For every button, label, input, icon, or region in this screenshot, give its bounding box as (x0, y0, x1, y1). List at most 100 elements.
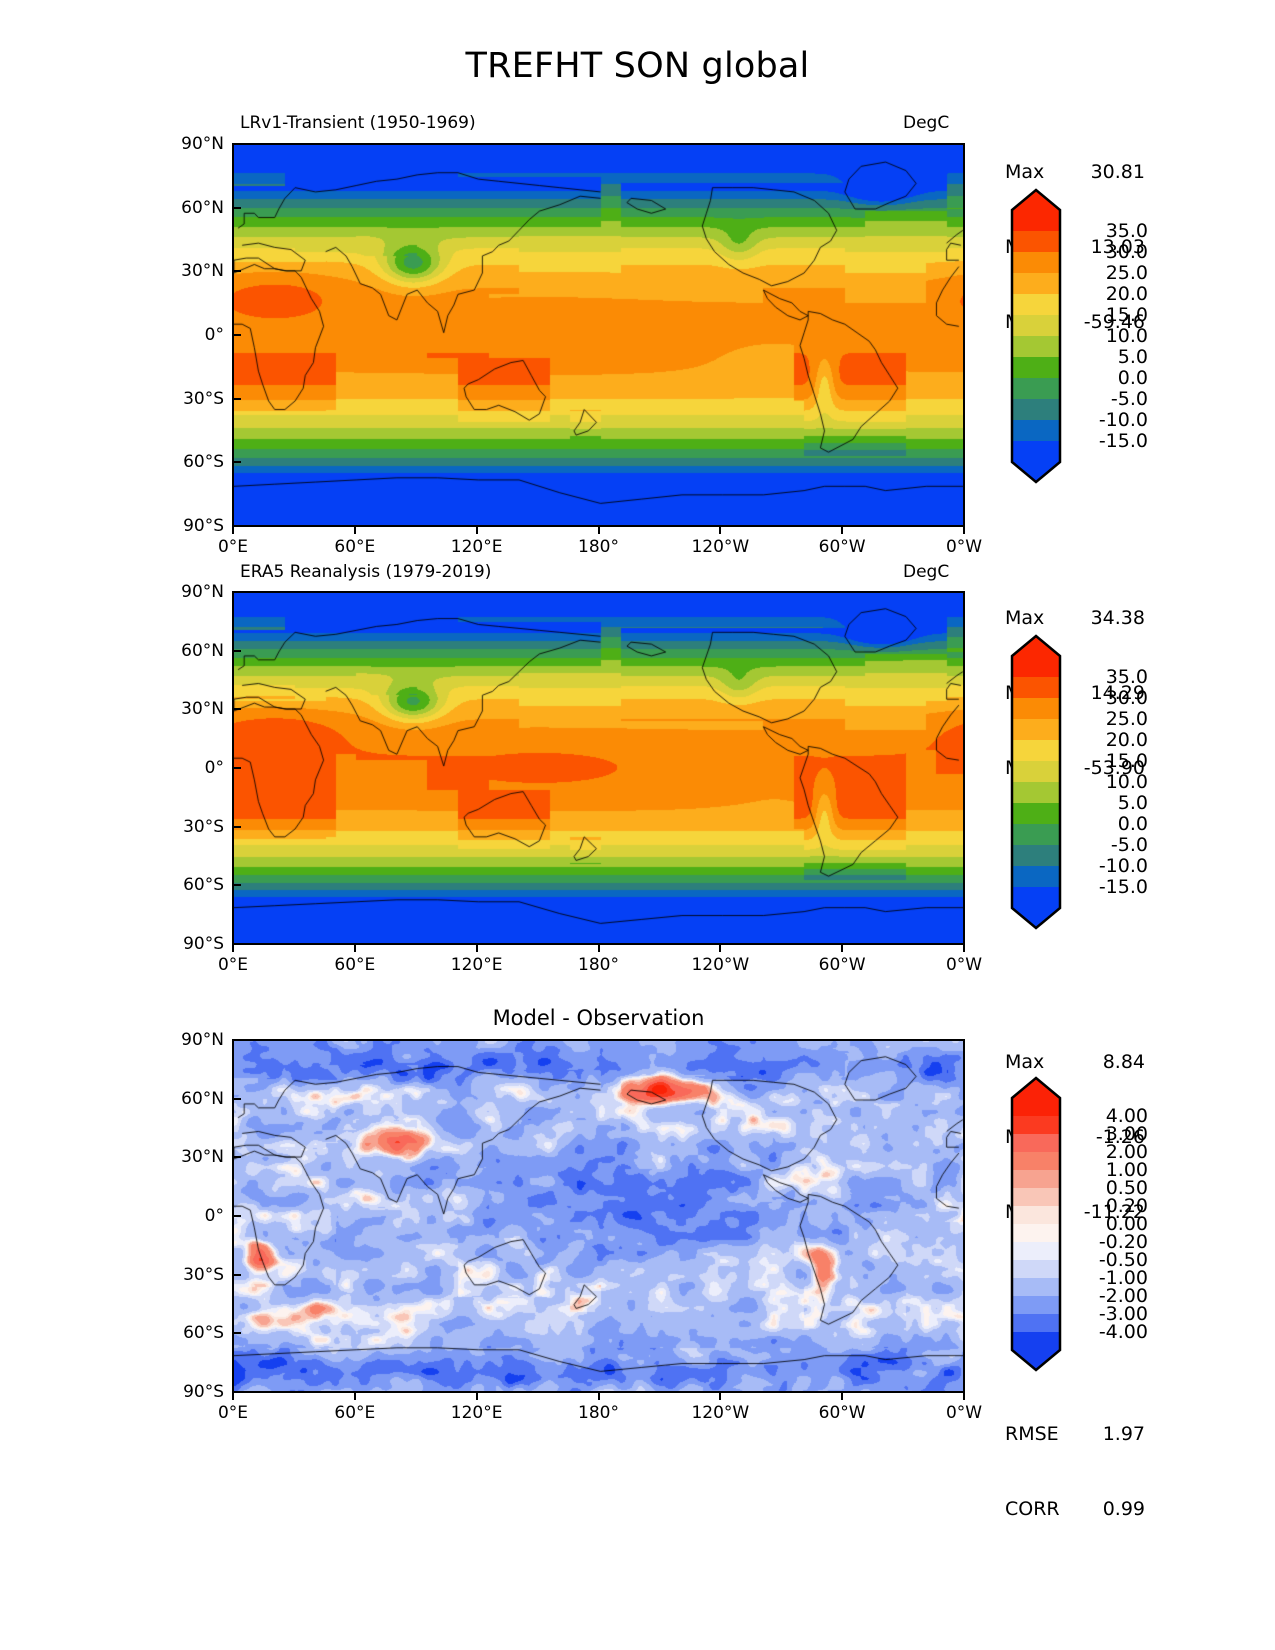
colorbar-outline (1010, 634, 1062, 930)
colorbar-band (1012, 1314, 1060, 1332)
x-tick (353, 525, 356, 534)
colorbar-band (1012, 887, 1060, 928)
colorbar-band (1012, 1078, 1060, 1116)
colorbar-swatches (1010, 634, 1062, 930)
x-tick (719, 525, 722, 534)
colorbar-tick-label: 5.0 (1117, 346, 1148, 368)
x-tick-label: 0°E (217, 955, 249, 975)
colorbar-tick-label: 35.0 (1105, 220, 1148, 242)
colorbar-band (1012, 866, 1060, 887)
y-tick (233, 461, 241, 464)
x-tick-label: 120°E (450, 1403, 503, 1423)
stat-key: RMSE (1005, 1423, 1059, 1445)
colorbar-tick-label: 0.0 (1117, 367, 1148, 389)
colorbar-band (1012, 231, 1060, 252)
colorbar-model: 35.0 30.0 25.0 20.0 15.0 10.0 5.0 0.0 -5.0 -10.0-… (1010, 188, 1148, 484)
y-tick (233, 591, 241, 593)
colorbar-band (1012, 698, 1060, 719)
colorbar-band (1012, 1278, 1060, 1296)
colorbar-outline (1010, 188, 1062, 484)
y-tick-label: 0° (204, 325, 224, 345)
y-tick-label: 30°N (181, 261, 224, 282)
colorbar-band (1012, 677, 1060, 698)
y-tick (233, 1215, 241, 1217)
stat-value: -11.22 (1083, 1201, 1145, 1223)
panel-units-model: DegC (903, 113, 950, 133)
stat-value: -59.46 (1083, 311, 1145, 333)
colorbar-tick-label: 0.50 (1105, 1177, 1148, 1199)
y-tick (233, 1273, 241, 1276)
y-tick-label: 60°N (181, 1088, 224, 1109)
colorbar-band (1012, 1116, 1060, 1134)
y-tick (233, 767, 241, 769)
colorbar-band (1012, 190, 1060, 231)
colorbar-tick-label: 30.0 (1105, 241, 1148, 263)
x-tick-label: 120°W (691, 955, 750, 975)
stat-value: -1.26 (1095, 1126, 1145, 1148)
x-tick (475, 943, 478, 952)
y-tick (233, 206, 241, 209)
colorbar-tick-label: 0.20 (1105, 1195, 1148, 1217)
x-tick (719, 943, 722, 952)
stat-value: 30.81 (1090, 161, 1145, 183)
x-tick (963, 525, 965, 534)
x-tick-label: 180° (578, 537, 619, 557)
y-tick (233, 1332, 241, 1335)
colorbar-band (1012, 761, 1060, 782)
y-tick-label: 60°S (183, 875, 224, 896)
y-tick-label: 0° (204, 1206, 224, 1226)
colorbar-tick-label: 20.0 (1105, 283, 1148, 305)
map-raster-diff (234, 1041, 963, 1391)
map-canvas-diff (232, 1039, 965, 1393)
x-tick-label: 120°W (691, 1403, 750, 1423)
colorbar-tick-label: 10.0 (1105, 325, 1148, 347)
x-tick-label: 0°W (945, 537, 983, 557)
y-tick (233, 270, 241, 273)
colorbar-band (1012, 1242, 1060, 1260)
x-tick (963, 1391, 965, 1400)
colorbar-band (1012, 1260, 1060, 1278)
x-tick (963, 943, 965, 952)
x-tick-label: 0°W (945, 1403, 983, 1423)
map-canvas-model (232, 143, 965, 527)
y-tick (233, 708, 241, 711)
x-tick (841, 1391, 844, 1400)
colorbar-tick-label: -0.20 (1098, 1231, 1148, 1253)
colorbar-band (1012, 1134, 1060, 1152)
colorbar-tick-label: 0.00 (1105, 1213, 1148, 1235)
y-tick (233, 143, 241, 145)
stat-key: Max (1005, 1051, 1045, 1073)
x-tick (719, 1391, 722, 1400)
panel-title-model: LRv1-Transient (1950-1969) (240, 113, 476, 133)
x-tick-label: 60°E (334, 955, 376, 975)
colorbar-obs: 35.0 30.0 25.0 20.0 15.0 10.0 5.0 0.0 -5.0 -10.0-… (1010, 634, 1148, 930)
x-tick-label: 120°W (691, 537, 750, 557)
colorbar-band (1012, 1332, 1060, 1370)
colorbar-band (1012, 441, 1060, 482)
colorbar-band (1012, 740, 1060, 761)
stat-key: CORR (1005, 1498, 1060, 1520)
colorbar-band (1012, 1170, 1060, 1188)
y-tick-label: 90°N (181, 582, 224, 602)
stat-key: Max (1005, 161, 1045, 183)
colorbar-tick-label: -4.00 (1098, 1321, 1148, 1343)
colorbar-band (1012, 1206, 1060, 1224)
colorbar-band (1012, 845, 1060, 866)
colorbar-tick-label: 1.00 (1105, 1159, 1148, 1181)
stat-value: 13.03 (1090, 236, 1145, 258)
page-title: TREFHT SON global (465, 46, 810, 86)
colorbar-band (1012, 824, 1060, 845)
y-tick (233, 943, 241, 945)
y-tick (233, 649, 241, 652)
colorbar-tick-label: -2.00 (1098, 1285, 1148, 1307)
x-tick (597, 525, 600, 534)
colorbar-swatches (1010, 188, 1062, 484)
y-tick-label: 30°S (183, 1264, 224, 1285)
colorbar-band (1012, 357, 1060, 378)
x-tick-label: 60°W (818, 1403, 866, 1423)
colorbar-tick-label: -5.0 (1110, 388, 1148, 410)
colorbar-band (1012, 1188, 1060, 1206)
stat-value: -53.90 (1083, 757, 1145, 779)
stat-value: 8.84 (1102, 1051, 1145, 1073)
